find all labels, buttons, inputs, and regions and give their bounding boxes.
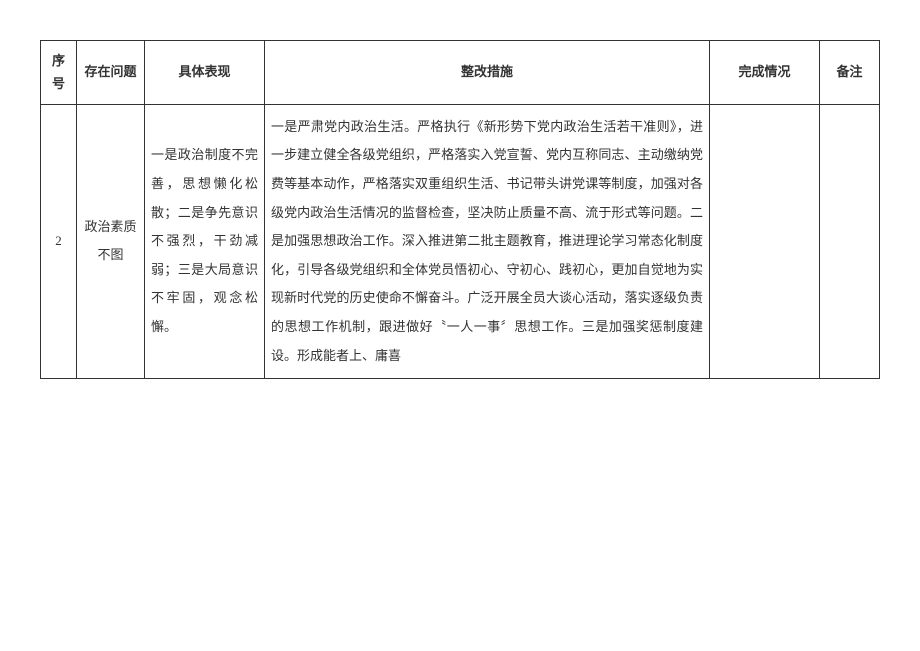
cell-detail: 一是政治制度不完善，思想懒化松散；二是争先意识不强烈，干劲减弱；三是大局意识不牢… bbox=[145, 104, 265, 378]
header-detail: 具体表现 bbox=[145, 41, 265, 105]
rectification-table: 序号 存在问题 具体表现 整改措施 完成情况 备注 2 政治素质不图 一是政治制… bbox=[40, 40, 880, 379]
cell-status bbox=[710, 104, 820, 378]
cell-problem: 政治素质不图 bbox=[77, 104, 145, 378]
cell-seq: 2 bbox=[41, 104, 77, 378]
header-status: 完成情况 bbox=[710, 41, 820, 105]
header-measure: 整改措施 bbox=[265, 41, 710, 105]
table-body: 2 政治素质不图 一是政治制度不完善，思想懒化松散；二是争先意识不强烈，干劲减弱… bbox=[41, 104, 880, 378]
header-note: 备注 bbox=[820, 41, 880, 105]
cell-note bbox=[820, 104, 880, 378]
table-row: 2 政治素质不图 一是政治制度不完善，思想懒化松散；二是争先意识不强烈，干劲减弱… bbox=[41, 104, 880, 378]
header-seq: 序号 bbox=[41, 41, 77, 105]
header-problem: 存在问题 bbox=[77, 41, 145, 105]
table-header: 序号 存在问题 具体表现 整改措施 完成情况 备注 bbox=[41, 41, 880, 105]
cell-measure: 一是严肃党内政治生活。严格执行《新形势下党内政治生活若干准则》，进一步建立健全各… bbox=[265, 104, 710, 378]
